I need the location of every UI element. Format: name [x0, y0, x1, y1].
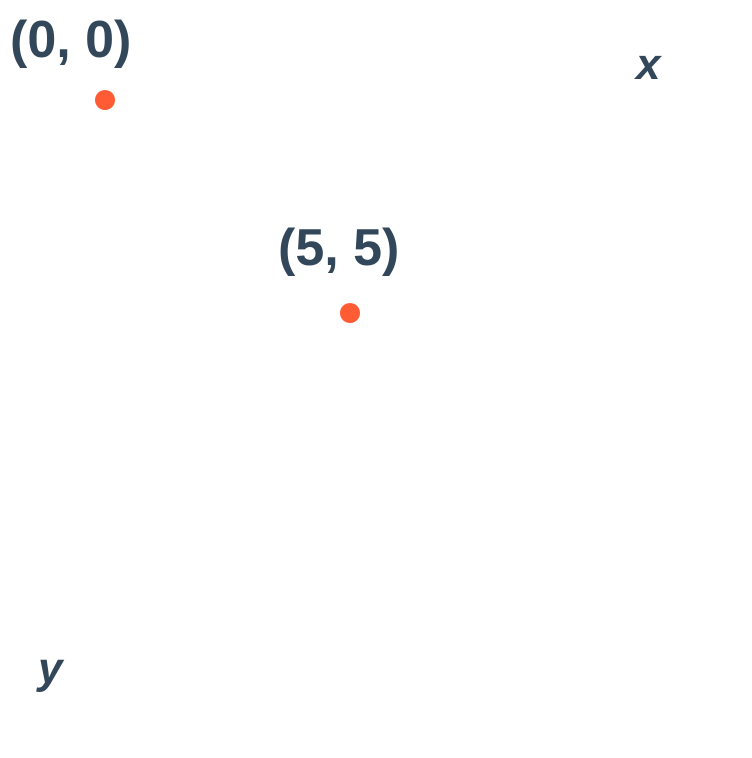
y-axis	[0, 0, 752, 758]
coordinate-diagram: x y (0, 0) (5, 5)	[0, 0, 752, 758]
x-axis-label: x	[636, 40, 660, 90]
point-5-5-label: (5, 5)	[278, 218, 399, 278]
point-5-5	[340, 303, 360, 323]
origin-point-label: (0, 0)	[10, 10, 131, 70]
origin-point	[95, 90, 115, 110]
y-axis-label: y	[38, 644, 62, 694]
